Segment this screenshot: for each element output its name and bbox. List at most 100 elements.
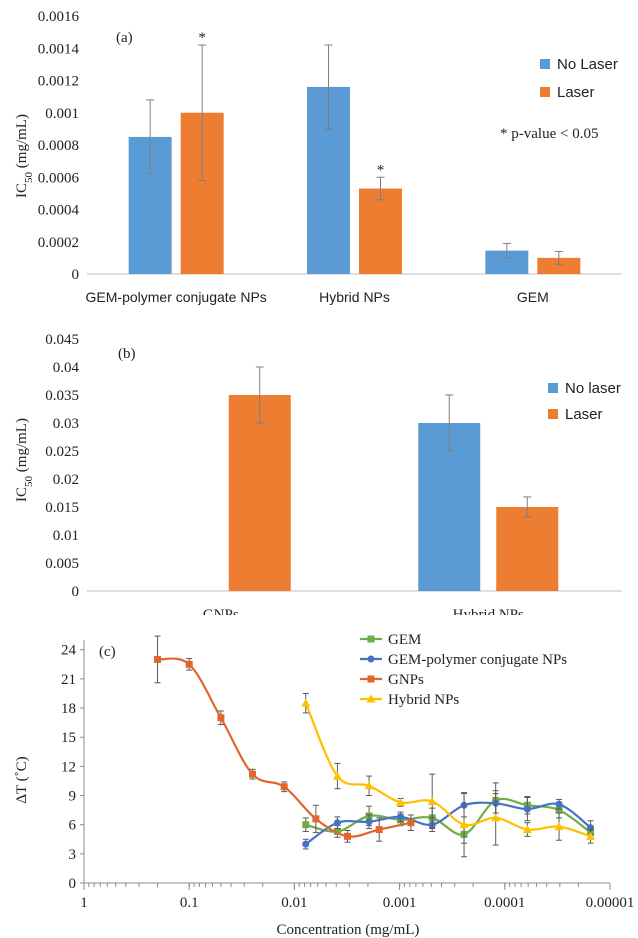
significance-note: * p-value < 0.05 (500, 126, 598, 142)
y-tick-label: 0.0016 (38, 9, 80, 25)
chart-panel-b: (b) IC50 (mg/mL) No laser Laser 0 0.005 0.… (0, 325, 638, 615)
y-tick-label: 0.025 (45, 444, 79, 460)
x-tick-label: 0.001 (383, 895, 417, 911)
y-tick-label: 15 (61, 730, 76, 746)
legend-swatch-no-laser-b (548, 383, 558, 393)
y-tick-label: 0.03 (53, 416, 79, 432)
legend-label-no-laser-b: No laser (565, 380, 621, 397)
legend-swatch-laser-b (548, 409, 558, 419)
y-tick-label: 0.0006 (38, 170, 80, 186)
x-tick-label: 0.0001 (484, 895, 525, 911)
y-tick-label: 0.0008 (38, 138, 79, 154)
legend-marker-gem (367, 635, 375, 643)
data-point-gem (302, 821, 310, 829)
panel-label-c: (c) (99, 644, 116, 660)
x-tick-label: 0.00001 (586, 895, 635, 911)
significance-star: * (198, 30, 206, 46)
data-point-hybrid-nps (586, 831, 596, 840)
series-gem-polymer-conjugate-nps (302, 793, 595, 850)
series-line-gem-polymer-conjugate-nps (305, 801, 592, 846)
x-axis-title-c: Concentration (mg/mL) (277, 922, 420, 938)
data-point-gem-polymer-conjugate-nps (555, 800, 563, 808)
data-point-gem-polymer-conjugate-nps (302, 840, 310, 848)
x-category-label: GEM (517, 289, 549, 305)
bar-laser-gnps (228, 395, 291, 591)
legend-label-gem-polymer-conjugate-nps: GEM-polymer conjugate NPs (388, 652, 567, 668)
series-hybrid-nps (301, 692, 596, 858)
y-tick-label: 0.0014 (38, 41, 80, 57)
legend-label-no-laser: No Laser (557, 56, 618, 73)
y-tick-label: 6 (69, 818, 77, 834)
y-tick-label: 9 (69, 789, 77, 805)
x-tick-label: 0.1 (180, 895, 199, 911)
chart-panel-a: (a) IC50 (mg/mL) No Laser Laser * p-valu… (0, 0, 638, 310)
data-point-hybrid-nps (554, 822, 564, 831)
y-tick-label: 21 (61, 672, 76, 688)
data-point-gnps (407, 819, 415, 827)
data-point-gnps (185, 660, 193, 668)
legend-label-laser: Laser (557, 84, 595, 101)
y-tick-label: 12 (61, 759, 76, 775)
y-tick-label: 24 (61, 643, 77, 659)
legend-marker-gnps (367, 675, 375, 683)
delta-t-line-chart: (c) ΔT (˚C) Concentration (mg/mL) GEM GEM… (14, 632, 635, 938)
y-tick-label: 0.0012 (38, 74, 79, 90)
y-tick-label: 0.005 (45, 556, 79, 572)
legend-a: No Laser Laser (540, 56, 618, 101)
series-line-gnps (157, 657, 412, 838)
y-tick-label: 0.04 (53, 360, 80, 376)
data-point-gem-polymer-conjugate-nps (333, 819, 341, 827)
legend-label-hybrid-nps: Hybrid NPs (388, 692, 459, 708)
y-tick-label: 0.035 (45, 388, 79, 404)
series-line-hybrid-nps (304, 702, 591, 838)
panel-label-a: (a) (116, 30, 133, 46)
legend-swatch-laser (540, 87, 550, 97)
data-point-gnps (154, 655, 162, 663)
data-point-gnps (217, 714, 225, 722)
legend-b: No laser Laser (548, 380, 621, 423)
y-tick-label: 3 (69, 847, 77, 863)
ic50-bar-chart-b: (b) IC50 (mg/mL) No laser Laser 0 0.005 0.… (14, 332, 622, 615)
bar-laser-gem (537, 257, 581, 274)
data-point-hybrid-nps (332, 771, 342, 780)
y-axis-title-c: ΔT (˚C) (14, 756, 30, 803)
x-category-label: Hybrid NPs (319, 289, 390, 305)
legend-marker-gem-polymer-conjugate-nps (367, 655, 375, 663)
data-point-gnps (280, 783, 288, 791)
legend-label-gnps: GNPs (388, 672, 424, 688)
chart-panel-c: (c) ΔT (˚C) Concentration (mg/mL) GEM GEM… (0, 630, 638, 938)
data-point-hybrid-nps (427, 796, 437, 805)
legend-marker-hybrid-nps (366, 694, 376, 703)
y-axis-title-b: IC50 (mg/mL) (14, 418, 35, 502)
data-point-gem (555, 806, 563, 814)
y-tick-label: 0.001 (45, 106, 79, 122)
panel-label-b: (b) (118, 346, 136, 362)
y-tick-label: 0 (69, 876, 77, 892)
legend-swatch-no-laser (540, 59, 550, 69)
y-tick-label: 0.015 (45, 500, 79, 516)
x-tick-label: 1 (80, 895, 88, 911)
data-point-gem-polymer-conjugate-nps (365, 818, 373, 826)
y-tick-label: 0.01 (53, 528, 79, 544)
data-point-gnps (344, 832, 352, 840)
x-category-label: Hybrid NPs (453, 607, 524, 615)
y-tick-label: 0 (72, 267, 80, 283)
bar-laser-hybrid-nps (359, 188, 402, 274)
y-axis-title-a: IC50 (mg/mL) (14, 114, 35, 198)
data-point-gnps (249, 770, 257, 778)
series-gnps (154, 635, 415, 843)
data-point-gem-polymer-conjugate-nps (397, 813, 405, 821)
bar-laser-hybrid-nps (496, 507, 559, 591)
y-tick-label: 0.02 (53, 472, 79, 488)
legend-label-laser-b: Laser (565, 406, 603, 423)
data-point-hybrid-nps (364, 781, 374, 790)
x-category-label: GEM-polymer conjugate NPs (86, 289, 267, 305)
y-tick-label: 0.0004 (38, 203, 80, 219)
y-tick-label: 18 (61, 701, 76, 717)
data-point-hybrid-nps (491, 813, 501, 822)
legend-label-gem: GEM (388, 632, 421, 648)
bar-no-laser-gem (485, 250, 529, 274)
x-category-label: GNPs (203, 607, 239, 615)
ic50-bar-chart-a: (a) IC50 (mg/mL) No Laser Laser * p-valu… (14, 9, 622, 305)
data-point-hybrid-nps (522, 825, 532, 834)
